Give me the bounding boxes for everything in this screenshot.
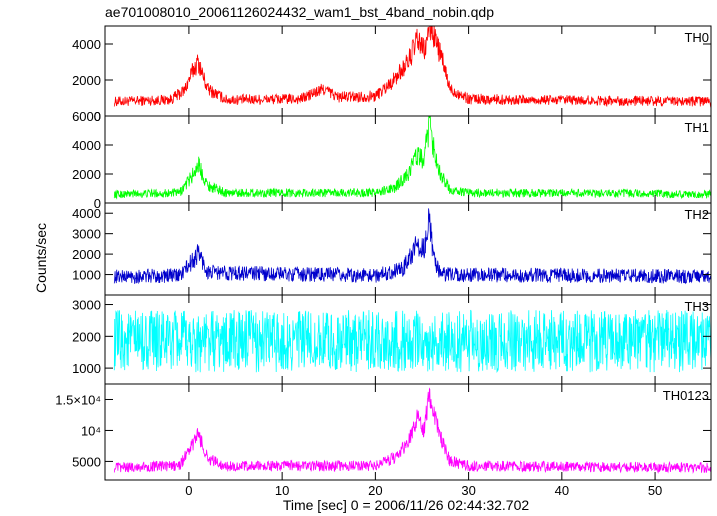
y-tick-label: 5000 bbox=[72, 454, 101, 469]
y-tick-label: 1000 bbox=[72, 361, 101, 376]
y-tick-label: 4000 bbox=[72, 138, 101, 153]
x-tick-label: 40 bbox=[555, 483, 569, 498]
x-tick-label: 30 bbox=[461, 483, 475, 498]
panel-label: TH3 bbox=[684, 299, 709, 314]
y-tick-label: 10⁴ bbox=[81, 423, 101, 438]
y-tick-label: 2000 bbox=[72, 247, 101, 262]
y-tick-label: 2000 bbox=[72, 329, 101, 344]
y-tick-label: 0 bbox=[94, 109, 101, 124]
panel-th2: 1000 2000 3000 4000 TH2 bbox=[72, 202, 712, 296]
panel-th0: 0 2000 4000 TH0 bbox=[72, 25, 712, 124]
panel-frame bbox=[104, 383, 712, 481]
y-tick-label: 2000 bbox=[72, 73, 101, 88]
x-tick-label: 10 bbox=[275, 483, 289, 498]
y-tick-label: 3000 bbox=[72, 298, 101, 313]
y-tick-label: 4000 bbox=[72, 206, 101, 221]
x-tick-label: 20 bbox=[368, 483, 382, 498]
panel-frame bbox=[104, 115, 712, 204]
series-line-th0 bbox=[113, 26, 711, 108]
y-tick-label: 6000 bbox=[72, 109, 101, 124]
panel-label: TH1 bbox=[684, 120, 709, 135]
y-tick-label: 3000 bbox=[72, 227, 101, 242]
panel-label: TH0123 bbox=[663, 388, 709, 403]
x-tick-label: 0 bbox=[185, 483, 192, 498]
y-tick-label: 4000 bbox=[72, 37, 101, 52]
series-line-th0123 bbox=[113, 387, 711, 474]
panel-label: TH2 bbox=[684, 207, 709, 222]
x-tick-label: 50 bbox=[648, 483, 662, 498]
chart-title: ae701008010_20061126024432_wam1_bst_4ban… bbox=[105, 4, 494, 20]
y-tick-label: 2000 bbox=[72, 167, 101, 182]
panel-th1: 0 2000 4000 6000 TH1 bbox=[72, 109, 712, 211]
panel-th0123: 5000 10⁴ 1.5×10⁴ TH0123 bbox=[55, 383, 712, 481]
x-axis-label: Time [sec] 0 = 2006/11/26 02:44:32.702 bbox=[283, 497, 530, 513]
series-line-th3 bbox=[113, 309, 711, 373]
series-line-th2 bbox=[113, 208, 711, 285]
panel-label: TH0 bbox=[684, 30, 709, 45]
panel-th3: 1000 2000 3000 TH3 bbox=[72, 294, 712, 385]
y-tick-label: 1.5×10⁴ bbox=[55, 392, 101, 407]
series-line-th1 bbox=[113, 116, 711, 200]
y-tick-label: 1000 bbox=[72, 268, 101, 283]
y-axis-label: Counts/sec bbox=[33, 223, 49, 293]
y-tick-label: 0 bbox=[94, 196, 101, 211]
